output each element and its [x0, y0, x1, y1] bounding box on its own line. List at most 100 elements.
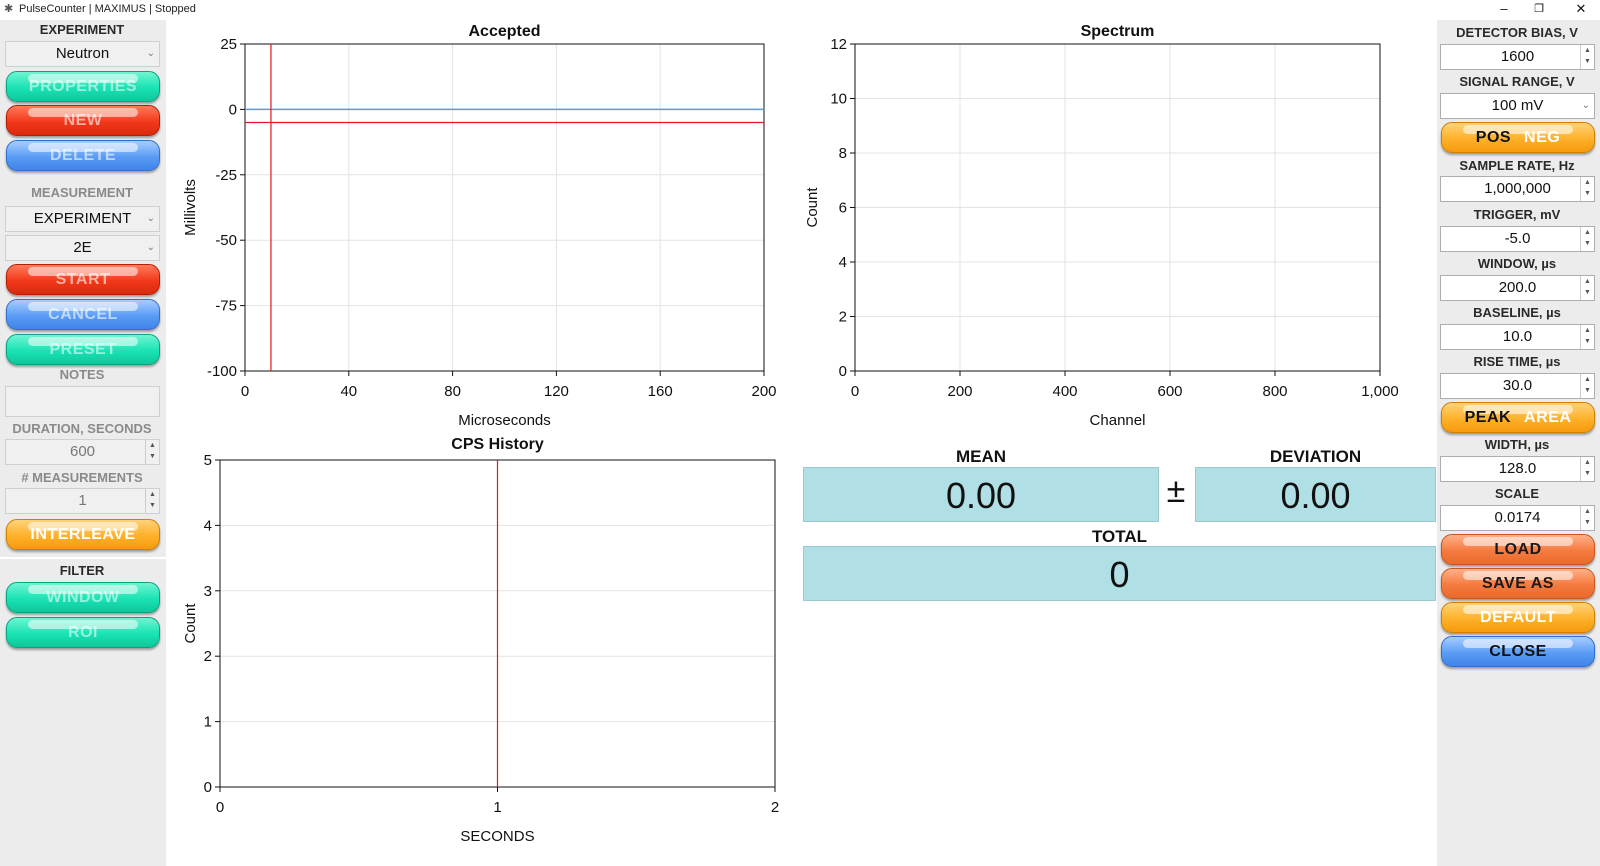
load-button[interactable]: LOAD	[1441, 534, 1595, 565]
sample-rate-label: SAMPLE RATE, Hz	[1459, 158, 1575, 173]
measurement-label: MEASUREMENT	[31, 185, 133, 200]
mean-label: MEAN	[955, 447, 1007, 466]
baseline-stepper[interactable]: 10.0 ▲ ▼	[1440, 324, 1595, 350]
signal-range-select[interactable]: 100 mV ⌄	[1440, 93, 1595, 119]
spinner-arrows-icon[interactable]: ▲ ▼	[1580, 506, 1594, 530]
y-tick-label: 8	[839, 145, 847, 162]
save-as-label: SAVE AS	[1482, 575, 1554, 592]
default-button[interactable]: DEFAULT	[1441, 602, 1595, 633]
x-tick-label: 800	[1262, 383, 1287, 400]
spinner-arrows-icon[interactable]: ▲ ▼	[145, 489, 159, 513]
y-tick-label: -25	[215, 167, 237, 184]
roi-filter-button[interactable]: ROI	[6, 617, 160, 648]
detector-bias-label: DETECTOR BIAS, V	[1456, 25, 1578, 40]
interleave-button[interactable]: INTERLEAVE	[6, 519, 160, 550]
interleave-label: INTERLEAVE	[30, 526, 136, 543]
window-filter-label: WINDOW	[46, 589, 120, 606]
window-filter-button[interactable]: WINDOW	[6, 582, 160, 613]
duration-stepper[interactable]: 600 ▲ ▼	[5, 439, 160, 465]
x-tick-label: 0	[851, 383, 859, 400]
preset-label: PRESET	[49, 341, 117, 358]
spinner-arrows-icon[interactable]: ▲ ▼	[1580, 177, 1594, 201]
width-stepper[interactable]: 128.0 ▲ ▼	[1440, 456, 1595, 482]
start-button[interactable]: START	[6, 264, 160, 295]
measurement-sub-select[interactable]: 2E ⌄	[5, 235, 160, 261]
experiment-select[interactable]: Neutron ⌄	[5, 41, 160, 67]
rise-time-label: RISE TIME, µs	[1473, 354, 1561, 369]
experiment-label: EXPERIMENT	[39, 22, 125, 37]
baseline-label: BASELINE, µs	[1473, 305, 1561, 320]
polarity-toggle[interactable]: POS NEG	[1441, 122, 1595, 153]
chevron-down-icon: ⌄	[146, 242, 155, 253]
spinner-arrows-icon[interactable]: ▲ ▼	[1580, 325, 1594, 349]
sample-rate-stepper[interactable]: 1,000,000 ▲ ▼	[1440, 176, 1595, 202]
detector-bias-stepper[interactable]: 1600 ▲ ▼	[1440, 44, 1595, 70]
spinner-arrows-icon[interactable]: ▲ ▼	[1580, 45, 1594, 69]
new-button[interactable]: NEW	[6, 105, 160, 136]
y-tick-label: 1	[204, 714, 212, 731]
new-label: NEW	[63, 112, 103, 129]
properties-label: PROPERTIES	[28, 78, 138, 95]
y-tick-label: 25	[220, 36, 237, 53]
chevron-down-icon: ⌄	[146, 213, 155, 224]
signal-range-label: SIGNAL RANGE, V	[1459, 74, 1575, 89]
duration-value: 600	[69, 443, 96, 460]
scale-stepper[interactable]: 0.0174 ▲ ▼	[1440, 505, 1595, 531]
trigger-stepper[interactable]: -5.0 ▲ ▼	[1440, 226, 1595, 252]
spinner-arrows-icon[interactable]: ▲ ▼	[1580, 276, 1594, 300]
measurement-sub-value: 2E	[73, 239, 92, 256]
peak-option[interactable]: PEAK	[1464, 409, 1512, 426]
detector-bias-value: 1600	[1500, 48, 1535, 65]
measurements-stepper[interactable]: 1 ▲ ▼	[5, 488, 160, 514]
y-tick-label: 2	[839, 309, 847, 326]
chevron-down-icon: ⌄	[146, 48, 155, 59]
spinner-arrows-icon[interactable]: ▲ ▼	[1580, 374, 1594, 398]
delete-label: DELETE	[49, 147, 117, 164]
default-label: DEFAULT	[1479, 609, 1557, 626]
y-tick-label: 2	[204, 648, 212, 665]
notes-field[interactable]	[5, 386, 160, 417]
close-window-button[interactable]: ✕	[1575, 1, 1587, 16]
spinner-arrows-icon[interactable]: ▲ ▼	[145, 440, 159, 464]
experiment-value: Neutron	[55, 45, 110, 62]
peak-area-toggle[interactable]: PEAK AREA	[1441, 402, 1595, 433]
delete-button[interactable]: DELETE	[6, 140, 160, 171]
spinner-arrows-icon[interactable]: ▲ ▼	[1580, 227, 1594, 251]
x-tick-label: 1,000	[1361, 383, 1399, 400]
y-tick-label: 0	[229, 101, 237, 118]
neg-option[interactable]: NEG	[1524, 129, 1561, 146]
duration-label: DURATION, SECONDS	[12, 421, 152, 436]
pos-option[interactable]: POS	[1475, 129, 1512, 146]
y-tick-label: 3	[204, 583, 212, 600]
title-bar: ✱ PulseCounter | MAXIMUS | Stopped – ❐ ✕	[0, 0, 1600, 20]
cancel-button[interactable]: CANCEL	[6, 299, 160, 330]
y-axis-label: Millivolts	[182, 179, 199, 236]
cancel-label: CANCEL	[48, 306, 118, 323]
preset-button[interactable]: PRESET	[6, 334, 160, 365]
rise-time-stepper[interactable]: 30.0 ▲ ▼	[1440, 373, 1595, 399]
trigger-value: -5.0	[1504, 230, 1531, 247]
window-title: PulseCounter | MAXIMUS | Stopped	[19, 3, 196, 15]
x-axis-label: Channel	[1090, 412, 1146, 429]
y-tick-label: 4	[839, 254, 847, 271]
minimize-button[interactable]: –	[1500, 1, 1508, 16]
area-option[interactable]: AREA	[1524, 409, 1572, 426]
measurement-select[interactable]: EXPERIMENT ⌄	[5, 206, 160, 232]
restore-button[interactable]: ❐	[1534, 3, 1544, 15]
width-label: WIDTH, µs	[1484, 437, 1550, 452]
chart-title: CPS History	[451, 436, 544, 453]
filter-label: FILTER	[59, 563, 105, 578]
rise-time-value: 30.0	[1502, 377, 1533, 394]
x-tick-label: 1	[493, 799, 501, 816]
plus-minus-sign: ±	[1166, 472, 1186, 510]
spinner-arrows-icon[interactable]: ▲ ▼	[1580, 457, 1594, 481]
properties-button[interactable]: PROPERTIES	[6, 71, 160, 102]
trigger-label: TRIGGER, mV	[1473, 207, 1561, 222]
close-button[interactable]: CLOSE	[1441, 636, 1595, 667]
measurements-value: 1	[78, 492, 87, 509]
divider	[0, 557, 166, 559]
window-stepper[interactable]: 200.0 ▲ ▼	[1440, 275, 1595, 301]
save-as-button[interactable]: SAVE AS	[1441, 568, 1595, 599]
y-tick-label: 10	[830, 91, 847, 108]
